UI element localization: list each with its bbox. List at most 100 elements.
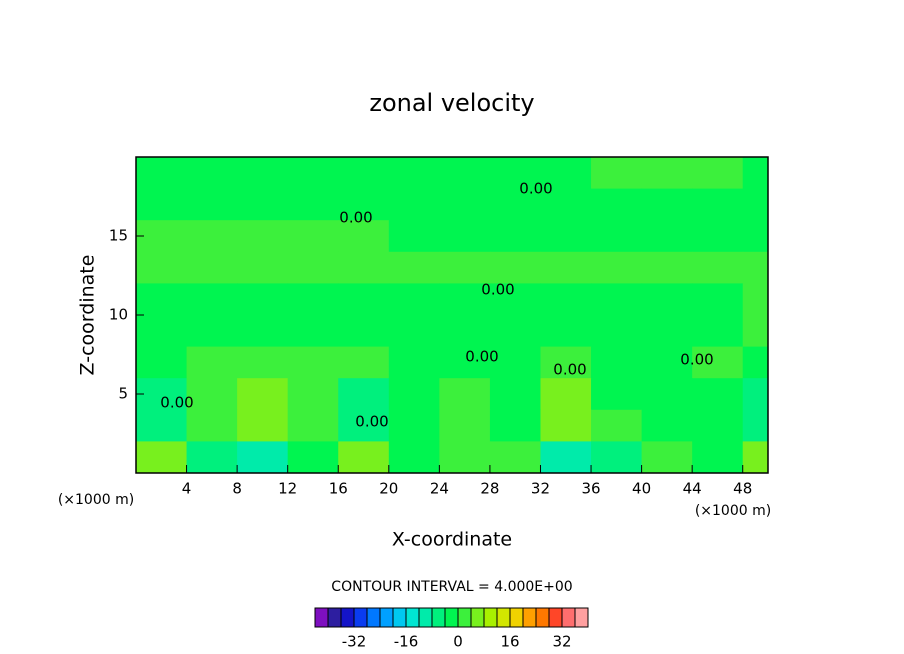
field-cell (742, 409, 768, 442)
field-cell (742, 283, 768, 316)
field-cell (186, 441, 238, 473)
field-cell (388, 283, 440, 316)
field-cell (692, 378, 744, 411)
field-cell (439, 378, 491, 411)
contour-label: 0.00 (339, 209, 372, 227)
colorbar-swatch (366, 607, 381, 628)
field-cell (388, 251, 440, 284)
field-cell (338, 346, 390, 379)
field-cell (489, 378, 541, 411)
field-cell (186, 220, 238, 253)
colorbar-swatch (522, 607, 537, 628)
field-cell (591, 378, 643, 411)
field-cell (591, 346, 643, 379)
x-tick-label: 48 (733, 480, 752, 498)
field-cell (237, 188, 289, 221)
colorbar-swatch (548, 607, 563, 628)
field-cell (186, 378, 238, 411)
field-cell (591, 409, 643, 442)
x-tick-label: 20 (379, 480, 398, 498)
field-cell (237, 315, 289, 348)
field-cell (489, 315, 541, 348)
x-tick-label: 40 (632, 480, 651, 498)
x-tick-label: 16 (329, 480, 348, 498)
field-cell (388, 220, 440, 253)
field-cell (136, 378, 188, 411)
field-cell (540, 378, 592, 411)
y-axis-label: Z-coordinate (77, 255, 99, 376)
field-cell (692, 346, 744, 379)
field-cell (338, 283, 390, 316)
field-cell (287, 315, 339, 348)
field-cell (338, 441, 390, 473)
field-cell (540, 409, 592, 442)
x-tick-label: 44 (683, 480, 702, 498)
field-cell (489, 441, 541, 473)
field-cell (591, 283, 643, 316)
field-cell (489, 251, 541, 284)
field-cell (692, 283, 744, 316)
field-cell (338, 409, 390, 442)
field-cell (692, 441, 744, 473)
contour-label: 0.00 (553, 361, 586, 379)
overlay: 4 8 12 16 20 24 28 32 36 40 44 48510150.000.000.000… (109, 180, 752, 651)
field-cell (742, 220, 768, 253)
field-cell (287, 220, 339, 253)
field-cell (641, 315, 693, 348)
colorbar-label: 32 (552, 633, 571, 651)
contour-label: 0.00 (160, 394, 193, 412)
x-tick-label: 8 (232, 480, 242, 498)
field-cell (388, 315, 440, 348)
colorbar-label: 0 (453, 633, 463, 651)
colorbar-label: 16 (500, 633, 519, 651)
field-cell (692, 188, 744, 221)
field-cell (692, 251, 744, 284)
field-cell (540, 220, 592, 253)
field-cell (692, 315, 744, 348)
field-cell (439, 220, 491, 253)
field-cell (136, 283, 188, 316)
field-cell (641, 283, 693, 316)
field-cell (540, 315, 592, 348)
colorbar-swatch (418, 607, 433, 628)
field-cell (591, 315, 643, 348)
field-cell (591, 157, 643, 190)
field-cell (186, 188, 238, 221)
colorbar-swatch (470, 607, 485, 628)
field-cell (186, 283, 238, 316)
y-tick-label: 10 (109, 306, 128, 324)
field-cell (237, 157, 289, 190)
field-cell (186, 315, 238, 348)
contour-label: 0.00 (465, 348, 498, 366)
field-cell (186, 409, 238, 442)
field-cell (388, 188, 440, 221)
x-tick-label: 36 (581, 480, 600, 498)
field-cell (439, 409, 491, 442)
field-cell (338, 220, 390, 253)
field-cell (237, 346, 289, 379)
field-cell (489, 409, 541, 442)
field-cell (692, 220, 744, 253)
field (136, 157, 768, 473)
field-cell (489, 220, 541, 253)
colorbar-swatch (457, 607, 472, 628)
field-cell (287, 251, 339, 284)
field-cell (742, 251, 768, 284)
colorbar-swatch (392, 607, 407, 628)
field-cell (338, 188, 390, 221)
x-unit: (×1000 m) (695, 503, 771, 519)
x-tick-label: 28 (480, 480, 499, 498)
field-cell (742, 441, 768, 473)
field-cell (237, 251, 289, 284)
colorbar-swatch (431, 607, 446, 628)
field-cell (641, 220, 693, 253)
field-cell (287, 378, 339, 411)
colorbar-label: -32 (342, 633, 367, 651)
field-cell (439, 188, 491, 221)
field-cell (237, 409, 289, 442)
field-cell (742, 378, 768, 411)
colorbar-swatch (496, 607, 511, 628)
field-cell (388, 409, 440, 442)
field-cell (489, 346, 541, 379)
field-cell (489, 188, 541, 221)
